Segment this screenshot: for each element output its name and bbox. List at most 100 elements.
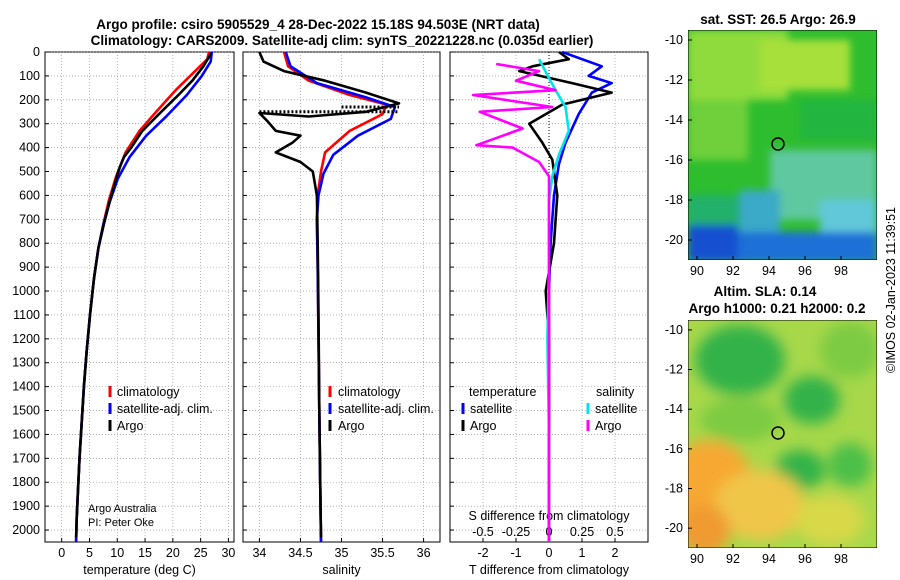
sla-title-2: Argo h1000: 0.21 h2000: 0.2 [688, 301, 865, 316]
temperature-panel: 0100200300400500600700800900100011001200… [12, 45, 235, 577]
s-tick-label: 0.5 [606, 525, 623, 539]
series-argo [258, 51, 401, 538]
y-tick-label: 1400 [12, 380, 40, 394]
legend-argo-label: Argo [117, 419, 143, 433]
y-tick-label: 300 [19, 117, 40, 131]
salinity-panel-xlabel: salinity [322, 563, 361, 577]
map-y-tick-label: -20 [665, 521, 683, 535]
map-x-tick-label: 90 [690, 264, 704, 278]
x-tick-label: 2 [612, 546, 619, 560]
diff-legend-salinity-heading: salinity [596, 385, 635, 399]
y-tick-label: 1700 [12, 451, 40, 465]
difference-legend: temperature salinity satellite Argo sate… [461, 385, 637, 433]
y-tick-label: 1800 [12, 475, 40, 489]
y-tick-label: 0 [33, 45, 40, 59]
temperature-panel-xlabel: temperature (deg C) [83, 563, 196, 577]
title-line-1: Argo profile: csiro 5905529_4 28-Dec-202… [96, 17, 539, 32]
x-tick-label: 20 [166, 546, 180, 560]
y-tick-label: 800 [19, 236, 40, 250]
sla-argo-location-marker [771, 426, 785, 440]
x-tick-label: 0 [58, 546, 65, 560]
y-tick-label: 1200 [12, 332, 40, 346]
legend-satellite-label: satellite-adj. clim. [117, 402, 213, 416]
salinity-legend: climatology satellite-adj. clim. Argo [328, 385, 434, 433]
y-tick-label: 1100 [13, 308, 40, 322]
map-y-tick-label: -10 [665, 323, 683, 337]
y-tick-label: 1500 [12, 404, 40, 418]
series-salinity-argo [471, 62, 557, 542]
sal-legend-climatology-label: climatology [338, 385, 401, 399]
x-tick-label: 35.5 [370, 546, 394, 560]
map-y-tick-label: -12 [665, 73, 683, 87]
series-salinity-satellite [537, 58, 571, 542]
y-tick-label: 900 [19, 260, 40, 274]
y-tick-label: 200 [19, 93, 40, 107]
y-tick-label: 2000 [12, 523, 40, 537]
map-x-tick-label: 98 [834, 264, 848, 278]
x-tick-label: 34.5 [288, 546, 312, 560]
salinity-panel: 34 34.5 35 35.5 36 salinity [242, 51, 441, 577]
map-x-tick-label: 90 [690, 552, 704, 566]
map-x-tick-label: 92 [726, 552, 740, 566]
map-y-tick-label: -10 [665, 33, 683, 47]
x-tick-label: 30 [221, 546, 235, 560]
diff-legend-t-argo-label: Argo [470, 419, 496, 433]
diff-legend-s-argo-label: Argo [595, 419, 621, 433]
y-tick-label: 100 [19, 69, 40, 83]
difference-panel-xlabel: T difference from climatology [469, 563, 630, 577]
map-y-tick-label: -12 [665, 363, 683, 377]
sst-argo-location-marker [771, 137, 785, 151]
x-tick-label: 35 [335, 546, 349, 560]
sla-axes: 90 92 94 96 98 -10 -12 -14 -16 -18 -20 [665, 323, 848, 566]
map-x-tick-label: 98 [834, 552, 848, 566]
sal-legend-argo-label: Argo [338, 419, 364, 433]
map-y-tick-label: -20 [665, 233, 683, 247]
sst-title: sat. SST: 26.5 Argo: 26.9 [700, 12, 856, 27]
sal-legend-satellite-label: satellite-adj. clim. [338, 402, 434, 416]
y-tick-label: 1000 [12, 284, 40, 298]
temperature-legend: climatology satellite-adj. clim. Argo Ar… [88, 385, 213, 529]
sst-axes: 90 92 94 96 98 -10 -12 -14 -16 -18 -20 [665, 33, 848, 278]
map-y-tick-label: -14 [665, 113, 683, 127]
map-y-tick-label: -18 [665, 482, 683, 496]
x-tick-label: 15 [138, 546, 152, 560]
map-x-tick-label: 94 [762, 552, 776, 566]
s-tick-label: -0.5 [472, 525, 494, 539]
y-tick-label: 1900 [12, 499, 40, 513]
argo-australia-label: Argo Australia [88, 503, 157, 515]
map-x-tick-label: 96 [798, 264, 812, 278]
title-line-2: Climatology: CARS2009. Satellite-adj cli… [91, 33, 594, 48]
y-tick-label: 500 [19, 165, 40, 179]
pi-label: PI: Peter Oke [88, 517, 154, 529]
x-tick-label: 10 [110, 546, 124, 560]
y-tick-label: 600 [19, 188, 40, 202]
map-x-tick-label: 96 [798, 552, 812, 566]
series-argo [74, 52, 213, 538]
x-tick-label: 0 [546, 546, 553, 560]
x-tick-label: 5 [86, 546, 93, 560]
temperature-panel-frame [44, 51, 235, 543]
sla-title-1: Altim. SLA: 0.14 [714, 284, 817, 299]
map-y-tick-label: -14 [665, 402, 683, 416]
x-tick-label: 1 [579, 546, 586, 560]
s-tick-label: 0.25 [570, 525, 594, 539]
y-tick-label: 700 [19, 212, 40, 226]
x-tick-label: 25 [194, 546, 208, 560]
map-x-tick-label: 94 [762, 264, 776, 278]
diff-legend-s-sat-label: satellite [595, 402, 637, 416]
x-tick-label: 36 [417, 546, 431, 560]
x-tick-label: -1 [510, 546, 521, 560]
legend-climatology-label: climatology [117, 385, 180, 399]
y-tick-label: 1600 [12, 427, 40, 441]
sla-map: 90 92 94 96 98 -10 -12 -14 -16 -18 -20 [665, 320, 877, 566]
s-tick-label: -0.25 [502, 525, 531, 539]
y-tick-label: 400 [19, 141, 40, 155]
map-y-tick-label: -18 [665, 193, 683, 207]
x-tick-label: -2 [477, 546, 488, 560]
x-tick-label: 34 [252, 546, 266, 560]
map-y-tick-label: -16 [665, 153, 683, 167]
sst-map: 90 92 94 96 98 -10 -12 -14 -16 -18 -20 [665, 30, 877, 278]
map-y-tick-label: -16 [665, 442, 683, 456]
